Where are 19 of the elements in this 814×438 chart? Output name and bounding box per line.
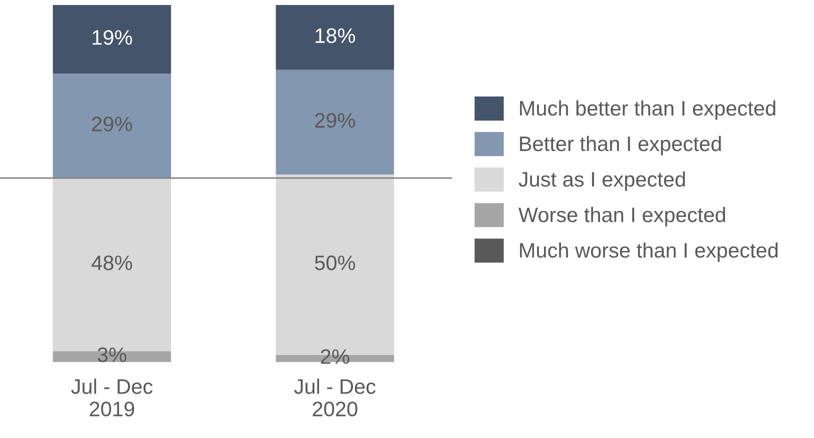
- legend-label: Much better than I expected: [520, 100, 776, 120]
- data-label: 29%: [315, 113, 356, 128]
- legend-label: Just as I expected: [518, 171, 685, 191]
- bar: [52, 5, 172, 74]
- data-label: 19%: [92, 30, 132, 45]
- legend-label: Much worse than I expected: [520, 242, 778, 262]
- data-label: 50%: [314, 255, 356, 270]
- x-tick-label: Jul - Dec 2020: [294, 378, 376, 416]
- data-label: 48%: [92, 255, 132, 270]
- bar: [52, 74, 172, 178]
- bar: [276, 70, 394, 174]
- bar: [276, 5, 394, 70]
- legend-label: Worse than I expected: [518, 206, 726, 226]
- data-label: 3%: [98, 347, 126, 362]
- data-label: 29%: [92, 116, 132, 132]
- x-tick-label: Jul - Dec 2019: [71, 378, 152, 416]
- data-label: 18%: [316, 28, 356, 44]
- legend-label: Better than I expected: [520, 136, 721, 156]
- data-label: 2%: [320, 349, 350, 364]
